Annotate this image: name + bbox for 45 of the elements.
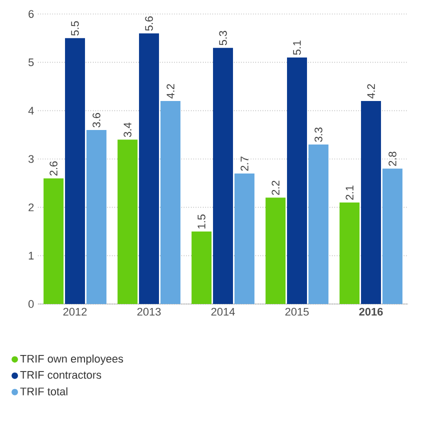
data-label: 4.2	[367, 84, 375, 99]
x-tick-label: 2016	[359, 308, 383, 316]
x-tick-label: 2015	[285, 308, 309, 316]
bar	[361, 101, 381, 304]
bar	[308, 144, 328, 304]
bar	[382, 168, 402, 304]
data-label: 3.4	[124, 122, 132, 138]
data-label: 3.3	[314, 128, 322, 142]
legend-label: TRIF total	[20, 387, 68, 396]
bar	[118, 140, 138, 304]
bar	[192, 232, 212, 304]
x-tick-label: 2014	[211, 308, 235, 316]
data-label: 4.2	[166, 84, 174, 99]
data-label: 2.8	[388, 152, 396, 166]
bar	[287, 58, 307, 304]
y-tick-label: 5	[28, 58, 34, 66]
legend-label: TRIF contractors	[20, 371, 102, 379]
data-label: 2.6	[50, 161, 58, 176]
bar	[266, 198, 286, 304]
x-tick-label: 2013	[137, 308, 161, 316]
data-label: 3.6	[92, 113, 100, 128]
y-tick-label: 2	[28, 204, 34, 212]
bar	[160, 101, 180, 304]
y-tick-label: 3	[28, 155, 34, 163]
bar	[213, 48, 233, 304]
legend-label: TRIF own employees	[20, 354, 124, 365]
bar	[234, 174, 254, 304]
y-tick-label: 4	[28, 106, 34, 114]
y-tick-label: 6	[28, 10, 34, 18]
data-label: 1.5	[198, 214, 206, 228]
bar	[44, 178, 64, 304]
bar	[86, 130, 106, 304]
data-label: 2.7	[240, 156, 248, 171]
data-label: 5.3	[219, 30, 227, 46]
bar	[139, 33, 159, 304]
data-label: 5.5	[71, 21, 79, 36]
y-tick-label: 1	[28, 252, 34, 260]
data-label: 2.2	[272, 180, 280, 195]
y-tick-label: 0	[28, 300, 34, 308]
data-label: 5.6	[145, 16, 153, 31]
data-label: 2.1	[346, 186, 354, 200]
x-tick-label: 2012	[63, 308, 87, 316]
bar	[65, 38, 85, 304]
bar	[340, 202, 360, 304]
data-label: 5.1	[293, 40, 301, 55]
